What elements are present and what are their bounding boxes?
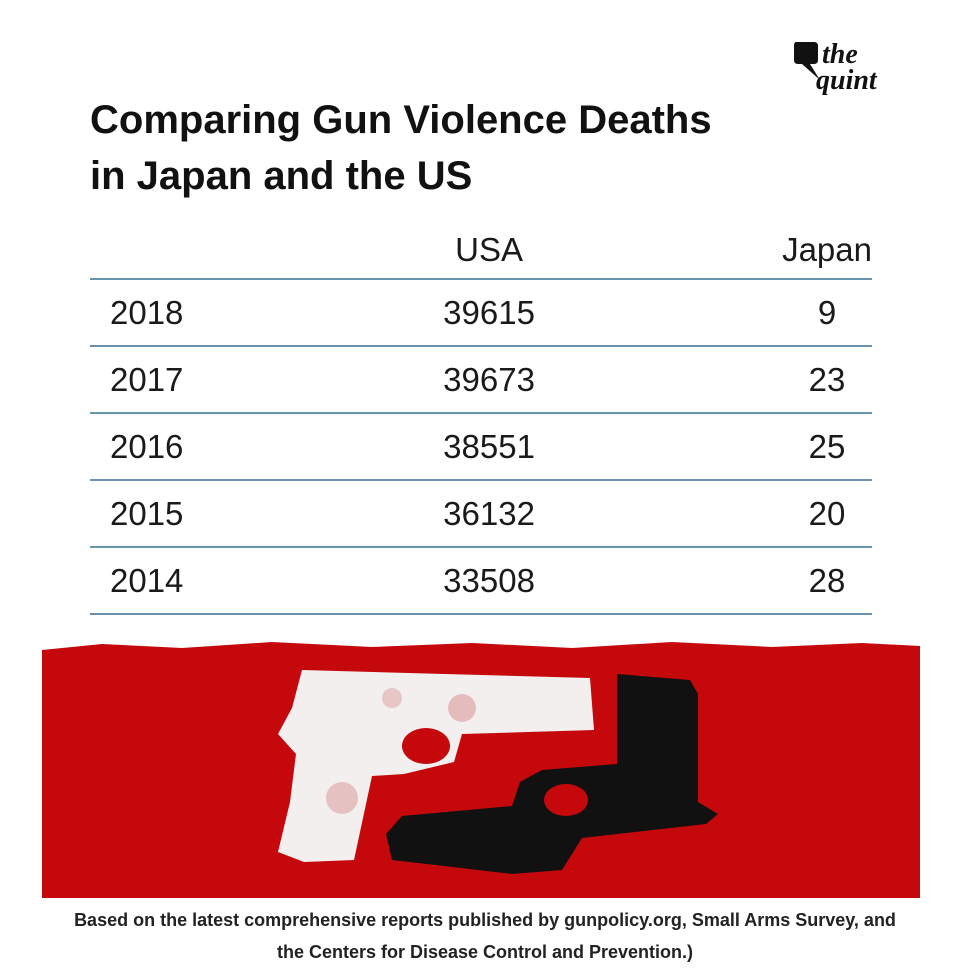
- white-pistol-icon: [278, 670, 594, 862]
- logo-line-1: the: [822, 39, 858, 70]
- table-row: 2015 36132 20: [90, 480, 872, 547]
- cell-usa: 36132: [443, 494, 535, 532]
- speech-bubble-icon: [794, 42, 820, 80]
- cell-japan: 9: [817, 293, 837, 331]
- cell-usa: 39673: [443, 360, 535, 398]
- header-usa: USA: [455, 231, 523, 268]
- cell-usa: 39615: [443, 293, 535, 331]
- cell-year: 2015: [110, 494, 184, 532]
- cell-japan: 28: [808, 561, 846, 599]
- cell-japan: 25: [808, 427, 846, 465]
- cell-year: 2017: [110, 360, 184, 398]
- the-quint-logo: the quint: [792, 40, 922, 110]
- table-row: 2016 38551 25: [90, 413, 872, 480]
- guns-illustration: [42, 642, 920, 898]
- cell-japan: 20: [808, 494, 846, 532]
- cell-year: 2014: [110, 561, 184, 599]
- header-japan: Japan: [782, 231, 872, 268]
- table-row: 2018 39615 9: [90, 279, 872, 346]
- cell-year: 2018: [110, 293, 184, 331]
- logo-line-2: quint: [816, 65, 877, 96]
- title-line-2: in Japan and the US: [90, 154, 473, 198]
- table-header-row: USA Japan: [90, 222, 872, 279]
- table-row: 2017 39673 23: [90, 346, 872, 413]
- header-year: [90, 222, 356, 279]
- cell-year: 2016: [110, 427, 184, 465]
- footnote-line-1: Based on the latest comprehensive report…: [74, 910, 896, 930]
- red-banner-background: [42, 642, 920, 898]
- page-title: Comparing Gun Violence Deaths in Japan a…: [90, 92, 790, 204]
- cell-japan: 23: [808, 360, 846, 398]
- table-row: 2014 33508 28: [90, 547, 872, 614]
- black-pistol-icon: [386, 674, 718, 874]
- deaths-table: USA Japan 2018 39615 9 2017 39673 23 201…: [90, 222, 872, 615]
- footnote-line-2: the Centers for Disease Control and Prev…: [276, 942, 694, 962]
- title-line-1: Comparing Gun Violence Deaths: [90, 98, 712, 142]
- cell-usa: 38551: [443, 427, 535, 465]
- source-footnote: Based on the latest comprehensive report…: [20, 904, 950, 968]
- cell-usa: 33508: [443, 561, 535, 599]
